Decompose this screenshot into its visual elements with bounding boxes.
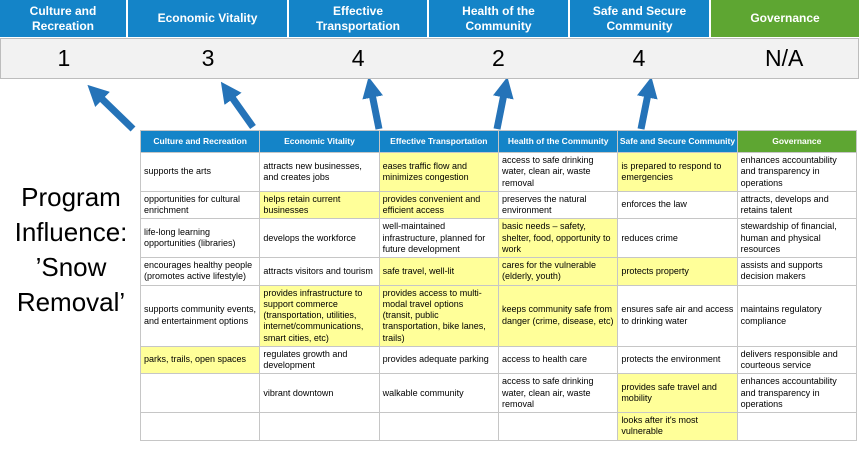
table-row: vibrant downtown walkable community access… [139,373,858,413]
table-cell [736,412,858,441]
table-row: encourages healthy people (promotes acti… [139,257,858,286]
table-cell: stewardship of financial, human and phys… [736,218,858,258]
table-cell: enforces the law [617,190,738,220]
table-cell: opportunities for cultural enrichment [139,190,261,220]
table-cell: provides convenient and efficient access [378,190,499,220]
table-cell: supports community events, and entertain… [139,284,261,347]
table-cell: access to safe drinking water, clean air… [497,373,619,413]
score-value: N/A [765,45,804,71]
scoreboard-label: Culture and Recreation [0,0,126,37]
table-cell: is prepared to respond to emergencies [617,152,738,192]
column-header: Governance [736,130,858,153]
table-cell: safe travel, well-lit [378,257,499,286]
table-cell [497,412,619,441]
column-header: Culture and Recreation [139,130,261,153]
arrows-layer [87,79,658,132]
table-cell: cares for the vulnerable (elderly, youth… [497,257,619,286]
up-arrow-icon [637,79,658,130]
column-header: Economic Vitality [259,130,380,153]
table-cell: walkable community [378,373,499,413]
up-arrow-icon [493,79,514,130]
table-cell: attracts visitors and tourism [259,257,380,286]
table-cell: regulates growth and development [259,345,380,375]
header-row: Culture and Recreation Economic Vitality E… [139,130,858,153]
table-cell: preserves the natural environment [497,190,619,220]
scoreboard-label: Health of the Community [429,0,568,37]
table-cell: supports the arts [139,152,261,192]
table-cell [259,412,380,441]
score-value: 4 [351,45,365,71]
table-cell: attracts new businesses, and creates job… [259,152,380,192]
table-cell: vibrant downtown [259,373,380,413]
column-header: Health of the Community [497,130,619,153]
table-cell: assists and supports decision makers [736,257,858,286]
page-title: Program Influence: ’Snow Removal’ [14,182,128,318]
table-cell: encourages healthy people (promotes acti… [139,257,261,286]
table-cell: delivers responsible and courteous servi… [736,345,858,375]
scoreboard-scores: 1 3 4 2 4 N/A [0,38,859,79]
table-cell: looks after it's most vulnerable [617,412,738,441]
score-value: 3 [201,45,215,71]
scoreboard-header: Culture and Recreation Economic Vitality E… [0,0,859,37]
table-cell: provides infrastructure to support comme… [259,284,380,347]
scoreboard-label: Effective Transportation [289,0,427,37]
up-arrow-icon [220,81,256,130]
table-row: life-long learning opportunities (librar… [139,218,858,258]
table-cell [139,373,261,413]
scoreboard-label: Governance [711,0,859,37]
table-cell: reduces crime [617,218,738,258]
table-cell: attracts, develops and retains talent [736,190,858,220]
column-header: Safe and Secure Community [617,130,738,153]
table-cell: eases traffic flow and minimizes congest… [378,152,499,192]
table-row: looks after it's most vulnerable [139,412,858,441]
influence-table: Culture and Recreation Economic Vitality E… [139,130,858,441]
table-cell: access to safe drinking water, clean air… [497,152,619,192]
table-cell: protects the environment [617,345,738,375]
table-row: supports the arts attracts new businesses… [139,152,858,192]
table-cell: keeps community safe from danger (crime,… [497,284,619,347]
table-cell: provides access to multi-modal travel op… [378,284,499,347]
column-header: Effective Transportation [378,130,499,153]
table-cell: helps retain current businesses [259,190,380,220]
table-cell [378,412,499,441]
table-cell: maintains regulatory compliance [736,284,858,347]
table-cell: provides safe travel and mobility [617,373,738,413]
up-arrow-icon [87,84,136,132]
table-cell: develops the workforce [259,218,380,258]
table-cell: provides adequate parking [378,345,499,375]
score-value: 4 [632,45,646,71]
scoreboard-label: Safe and Secure Community [570,0,709,37]
table-row: opportunities for cultural enrichment hel… [139,190,858,220]
table-cell: basic needs – safety, shelter, food, opp… [497,218,619,258]
table-cell [139,412,261,441]
table-cell: parks, trails, open spaces [139,345,261,375]
table-cell: well-maintained infrastructure, planned … [378,218,499,258]
table-cell: enhances accountability and transparency… [736,373,858,413]
scoreboard-label: Economic Vitality [128,0,287,37]
score-value: 2 [491,45,505,71]
table-row: parks, trails, open spaces regulates grow… [139,345,858,375]
table-row: supports community events, and entertain… [139,284,858,347]
up-arrow-icon [362,79,383,130]
table-cell: ensures safe air and access to drinking … [617,284,738,347]
table-cell: access to health care [497,345,619,375]
table-cell: protects property [617,257,738,286]
influence-table-head: Culture and Recreation Economic Vitality E… [139,130,858,153]
influence-table-body: supports the arts attracts new businesses… [139,152,858,441]
table-cell: enhances accountability and transparency… [736,152,858,192]
table-cell: life-long learning opportunities (librar… [139,218,261,258]
score-value: 1 [57,45,71,71]
